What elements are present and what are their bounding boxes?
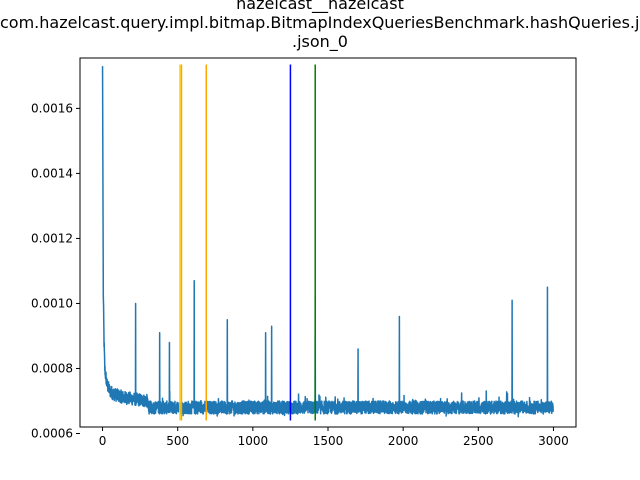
x-tick-label: 1500 xyxy=(313,434,344,448)
chart-title-line-3: .json_0 xyxy=(292,32,348,51)
y-tick-label: 0.0008 xyxy=(31,361,73,375)
x-tick-label: 2500 xyxy=(463,434,494,448)
x-tick-label: 500 xyxy=(166,434,189,448)
x-tick-label: 1000 xyxy=(238,434,269,448)
y-tick-label: 0.0010 xyxy=(31,296,73,310)
x-tick-label: 3000 xyxy=(538,434,569,448)
chart-title-line-2: com.hazelcast.query.impl.bitmap.BitmapIn… xyxy=(0,13,640,32)
vline-layer xyxy=(179,64,316,421)
chart-title-line-1: hazelcast__hazelcast xyxy=(236,0,404,13)
x-axis: 0 500 1000 1500 2000 2500 3000 xyxy=(99,427,569,448)
y-tick-label: 0.0006 xyxy=(31,427,73,441)
plot-frame xyxy=(79,57,577,428)
y-tick-label: 0.0016 xyxy=(31,101,73,115)
x-tick-label: 0 xyxy=(99,434,107,448)
x-tick-label: 2000 xyxy=(388,434,419,448)
y-axis: 0.0006 0.0008 0.0010 0.0012 0.0014 0.0016 xyxy=(31,101,80,441)
series-line-0 xyxy=(101,66,555,418)
y-tick-label: 0.0014 xyxy=(31,166,73,180)
series-layer xyxy=(101,66,555,418)
y-tick-label: 0.0012 xyxy=(31,231,73,245)
